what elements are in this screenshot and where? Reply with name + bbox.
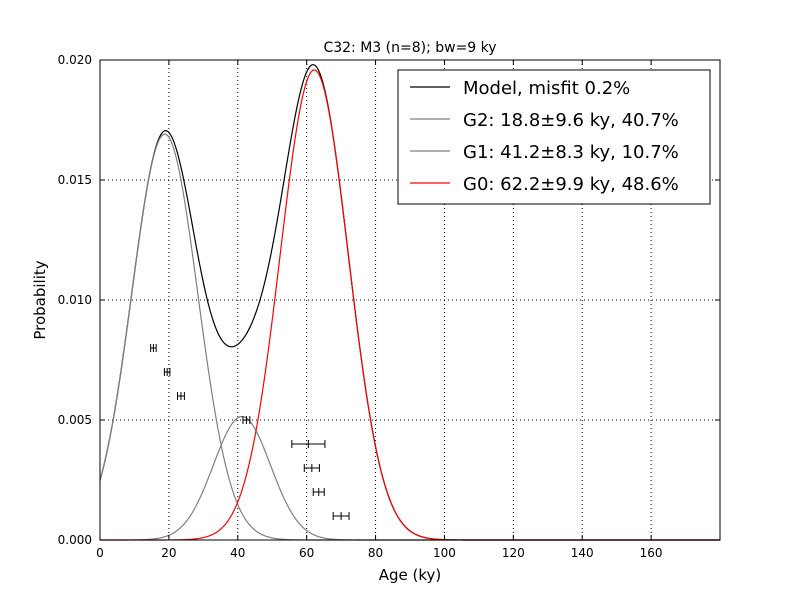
y-tick-label: 0.020: [58, 53, 92, 67]
y-axis-title: Probability: [31, 260, 49, 339]
x-tick-label: 20: [161, 546, 176, 560]
legend-label-2: G1: 41.2±8.3 ky, 10.7%: [463, 142, 679, 163]
x-tick-label: 0: [96, 546, 104, 560]
x-tick-label: 60: [299, 546, 314, 560]
y-tick-label: 0.010: [58, 293, 92, 307]
ticks: 0 20 40 60 80 100 120 140 160 0.000 0.005 0.010 0.01…: [58, 53, 720, 560]
x-tick-label: 80: [368, 546, 383, 560]
legend: Model, misfit 0.2% G2: 18.8±9.6 ky, 40.7%…: [397, 69, 711, 205]
x-tick-label: 140: [571, 546, 594, 560]
y-tick-label: 0.005: [58, 413, 92, 427]
y-tick-label: 0.000: [58, 533, 92, 547]
x-tick-label: 40: [230, 546, 245, 560]
legend-label-3: G0: 62.2±9.9 ky, 48.6%: [463, 174, 679, 195]
x-axis-title: Age (ky): [379, 566, 442, 584]
chart-title: C32: M3 (n=8); bw=9 ky: [323, 40, 496, 56]
sample-error-bars: [150, 344, 350, 520]
x-tick-label: 120: [502, 546, 525, 560]
x-tick-label: 160: [640, 546, 663, 560]
y-tick-label: 0.015: [58, 173, 92, 187]
x-tick-label: 100: [433, 546, 456, 560]
legend-box: [397, 69, 711, 205]
legend-label-0: Model, misfit 0.2%: [463, 78, 630, 99]
legend-label-1: G2: 18.8±9.6 ky, 40.7%: [463, 110, 679, 131]
